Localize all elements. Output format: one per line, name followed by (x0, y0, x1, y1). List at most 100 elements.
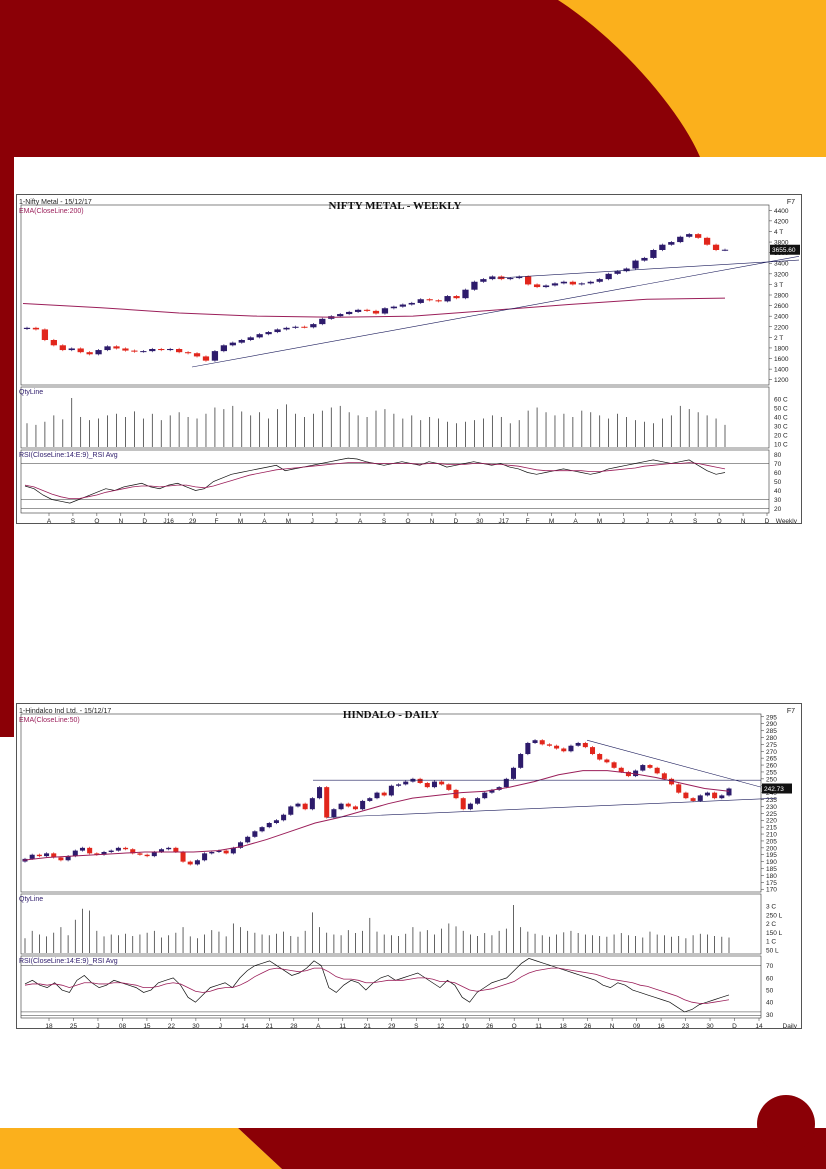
candle-body (388, 785, 394, 796)
candle-body (453, 789, 459, 799)
chart-title: NIFTY METAL - WEEKLY (329, 200, 462, 212)
candle-body (229, 342, 236, 346)
hindalco-daily-chart: 1-Hindalco Ind Ltd. - 15/12/17 EMA(CloseL… (16, 703, 802, 1030)
x-tick-label: 12 (437, 1023, 445, 1028)
candle-body (712, 244, 720, 250)
candle-body (654, 767, 660, 774)
candle-body (396, 784, 402, 786)
x-tick-label: 19 (462, 1023, 470, 1028)
candle-body (149, 349, 156, 352)
nifty-metal-weekly-chart: 1-Nifty Metal - 15/12/17 EMA(CloseLine:20… (16, 194, 802, 525)
candle-body (345, 803, 351, 807)
candle-body (475, 798, 481, 804)
volume-tick-label: 60 C (774, 397, 788, 404)
x-tick-label: J (622, 518, 625, 523)
x-tick-label: 26 (584, 1023, 592, 1028)
chart-header-label: 1-Nifty Metal - 15/12/17 (19, 199, 92, 206)
rsi-tick-label: 60 (766, 975, 774, 982)
candle-body (256, 334, 263, 338)
trend-line-1 (326, 797, 778, 818)
candle-body (439, 781, 445, 785)
price-tick-label: 190 (766, 859, 777, 866)
volume-tick-label: 30 C (774, 424, 788, 431)
candle-body (587, 281, 594, 284)
candle-body (482, 792, 488, 799)
x-tick-label: A (358, 518, 363, 523)
x-tick-label: A (262, 518, 267, 523)
x-tick-label: 25 (70, 1023, 78, 1028)
candle-body (338, 803, 344, 810)
x-tick-label: O (512, 1023, 517, 1028)
ema-line (22, 770, 730, 861)
candle-body (259, 827, 265, 832)
candle-body (589, 747, 596, 755)
candle-body (202, 853, 208, 861)
candle-body (288, 806, 294, 815)
candle-body (546, 744, 552, 746)
candle-body (281, 814, 287, 821)
candle-body (79, 847, 85, 851)
candle-body (633, 770, 639, 777)
candle-body (310, 324, 317, 328)
corner-label: F7 (787, 199, 795, 206)
candle-body (94, 853, 100, 855)
chart-title: HINDALO - DAILY (343, 709, 439, 721)
candle-body (158, 849, 165, 852)
price-tick-label: 200 (766, 845, 777, 852)
candle-body (516, 276, 523, 279)
candle-body (86, 352, 93, 355)
footer-gold-shape (0, 1128, 282, 1169)
price-tick-label: 235 (766, 797, 777, 804)
price-tick-label: 225 (766, 811, 777, 818)
candle-body (237, 842, 244, 848)
candle-body (640, 765, 646, 771)
panel-frame-2 (20, 449, 770, 514)
candle-body (302, 803, 308, 810)
rsi-line (24, 958, 730, 1013)
candle-body (41, 329, 49, 340)
candle-body (507, 278, 514, 280)
candle-body (431, 781, 437, 788)
price-tick-label: 205 (766, 838, 777, 845)
rsi-label: RSI(CloseLine:14:E:9)_RSI Avg (19, 452, 118, 459)
x-tick-label: S (414, 1023, 419, 1028)
candle-body (68, 348, 75, 351)
candle-body (123, 847, 129, 850)
candle-body (319, 318, 326, 325)
candle-body (539, 740, 545, 745)
x-tick-label: 21 (364, 1023, 372, 1028)
candle-body (467, 803, 473, 810)
candle-body (59, 345, 66, 351)
candle-body (301, 326, 308, 328)
price-tick-label: 3200 (774, 271, 789, 278)
x-tick-label: 14 (241, 1023, 249, 1028)
candle-body (372, 310, 380, 314)
candle-body (216, 850, 222, 852)
candle-body (173, 847, 179, 852)
candle-body (399, 304, 406, 307)
candle-body (676, 784, 682, 793)
price-tick-label: 230 (766, 804, 777, 811)
volume-tick-label: 3 C (766, 904, 776, 911)
price-tick-label: 285 (766, 728, 777, 735)
panel-frame-2 (20, 955, 762, 1019)
x-tick-label: 30 (706, 1023, 714, 1028)
candle-body (265, 332, 272, 335)
panel-frame-1 (20, 893, 762, 955)
x-tick-label: N (430, 518, 435, 523)
candle-body (444, 296, 451, 302)
price-tick-label: 2600 (774, 303, 789, 310)
candle-body (113, 346, 120, 349)
volume-tick-label: 150 L (766, 930, 783, 937)
candle-body (194, 860, 200, 865)
candle-body (115, 847, 121, 851)
rsi-tick-label: 70 (766, 963, 774, 970)
candle-body (561, 748, 567, 752)
rsi-tick-label: 70 (774, 461, 782, 468)
candle-body (417, 299, 424, 303)
candle-body (647, 765, 653, 768)
rsi-tick-label: 60 (774, 470, 782, 477)
rsi-tick-label: 30 (774, 497, 782, 504)
x-tick-label: O (405, 518, 410, 523)
candle-body (542, 285, 550, 288)
